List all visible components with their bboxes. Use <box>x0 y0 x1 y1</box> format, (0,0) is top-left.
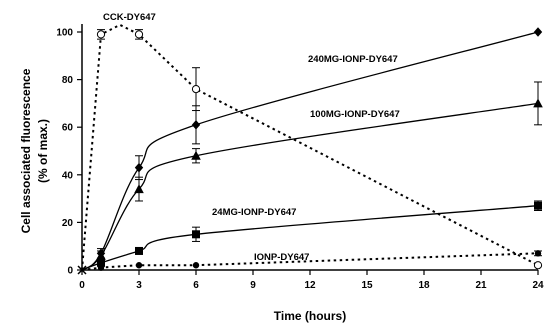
data-point-filled-triangle <box>533 98 543 108</box>
data-point-filled-circle <box>192 262 200 269</box>
x-tick-label: 18 <box>418 280 430 291</box>
x-tick-label: 12 <box>304 280 316 291</box>
x-tick-label: 0 <box>79 280 85 291</box>
data-point-open-circle <box>134 30 144 39</box>
series-cck-dy647 <box>81 23 543 271</box>
y-tick-label: 80 <box>62 75 74 86</box>
data-point-filled-square <box>97 258 105 267</box>
data-point-filled-triangle <box>191 150 201 160</box>
y-axis-ticks: 0 20 40 60 80 100 <box>56 28 82 277</box>
series-labels: CCK-DY647 240MG-IONP-DY647 100MG-IONP-DY64… <box>103 12 400 263</box>
x-tick-label: 9 <box>250 280 256 291</box>
x-axis-ticks: 0 3 6 9 12 15 18 21 24 <box>79 270 544 291</box>
data-point-filled-diamond <box>191 120 201 130</box>
series-100mg-ionp-dy647 <box>81 81 543 271</box>
y-axis-title-line1: Cell associated fluorescence <box>19 68 33 233</box>
y-tick-label: 60 <box>62 123 74 134</box>
series-label: 24MG-IONP-DY647 <box>212 207 296 218</box>
y-tick-label: 20 <box>62 218 74 229</box>
x-tick-label: 15 <box>361 280 373 291</box>
data-point-filled-circle <box>135 262 143 269</box>
origin-marker <box>77 265 87 275</box>
x-tick-label: 3 <box>136 280 142 291</box>
x-axis-title: Time (hours) <box>274 309 346 323</box>
data-point-filled-square <box>534 201 542 210</box>
data-point-open-circle <box>96 30 106 39</box>
data-point-open-circle <box>533 261 543 270</box>
data-point-filled-triangle <box>96 250 106 260</box>
data-point-filled-triangle <box>134 184 144 194</box>
data-point-filled-diamond <box>533 27 543 37</box>
data-point-open-circle <box>191 85 201 94</box>
series-label: 240MG-IONP-DY647 <box>308 54 398 65</box>
y-tick-label: 40 <box>62 170 74 181</box>
series-line <box>81 252 539 271</box>
x-tick-label: 6 <box>193 280 199 291</box>
series-layer <box>77 23 543 275</box>
data-point-filled-diamond <box>134 162 144 173</box>
y-tick-label: 100 <box>56 28 73 39</box>
data-point-filled-square <box>192 230 200 239</box>
series-24mg-ionp-dy647 <box>81 200 542 271</box>
series-label: CCK-DY647 <box>103 12 156 23</box>
x-tick-label: 24 <box>532 280 544 291</box>
data-point-filled-circle <box>534 250 542 257</box>
series-line <box>81 102 539 271</box>
series-label: IONP-DY647 <box>254 252 309 263</box>
data-point-filled-square <box>135 246 143 255</box>
plot-area: 0 3 6 9 12 15 18 21 24 0 20 40 60 80 100 CCK-DY647 240… <box>56 12 544 291</box>
series-line <box>81 31 539 271</box>
x-tick-label: 21 <box>475 280 487 291</box>
data-point-filled-circle <box>97 264 105 271</box>
series-line <box>81 23 539 271</box>
series-ionp-dy647 <box>81 250 542 271</box>
y-axis-title-line2: (% of max.) <box>36 119 50 183</box>
series-label: 100MG-IONP-DY647 <box>310 109 400 120</box>
y-tick-label: 0 <box>67 266 73 277</box>
